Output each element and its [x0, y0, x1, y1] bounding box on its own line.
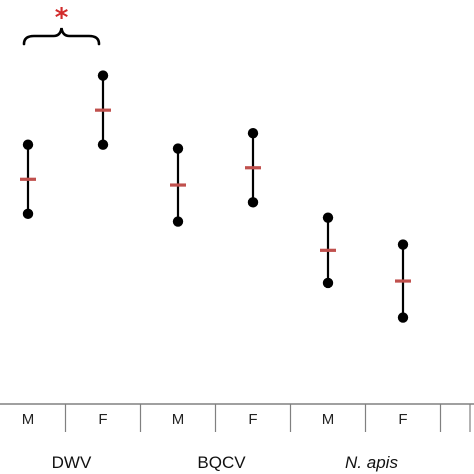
x-tick-label: M	[22, 411, 35, 428]
range-low-point	[322, 277, 334, 289]
range-high-point	[172, 143, 184, 154]
range-low-point	[397, 312, 409, 323]
x-tick-label: F	[98, 411, 107, 428]
x-tick-label: M	[172, 411, 185, 428]
range-low-point	[172, 216, 184, 227]
group-label: DWV	[52, 453, 92, 472]
range-high-point	[97, 70, 109, 81]
group-label: N. apis	[345, 453, 398, 472]
range-high-point	[397, 239, 409, 250]
range-low-point	[247, 197, 259, 208]
significance-asterisk: *	[55, 3, 69, 33]
significance-brace	[22, 27, 101, 46]
range-high-point	[322, 212, 334, 223]
range-low-point	[97, 139, 109, 150]
range-low-point	[22, 208, 34, 220]
range-high-point	[247, 128, 259, 139]
x-tick-label: F	[398, 411, 407, 428]
range-high-point	[22, 139, 34, 150]
x-tick-label: M	[322, 411, 335, 428]
group-label: BQCV	[197, 453, 246, 472]
x-tick-label: F	[248, 411, 257, 428]
